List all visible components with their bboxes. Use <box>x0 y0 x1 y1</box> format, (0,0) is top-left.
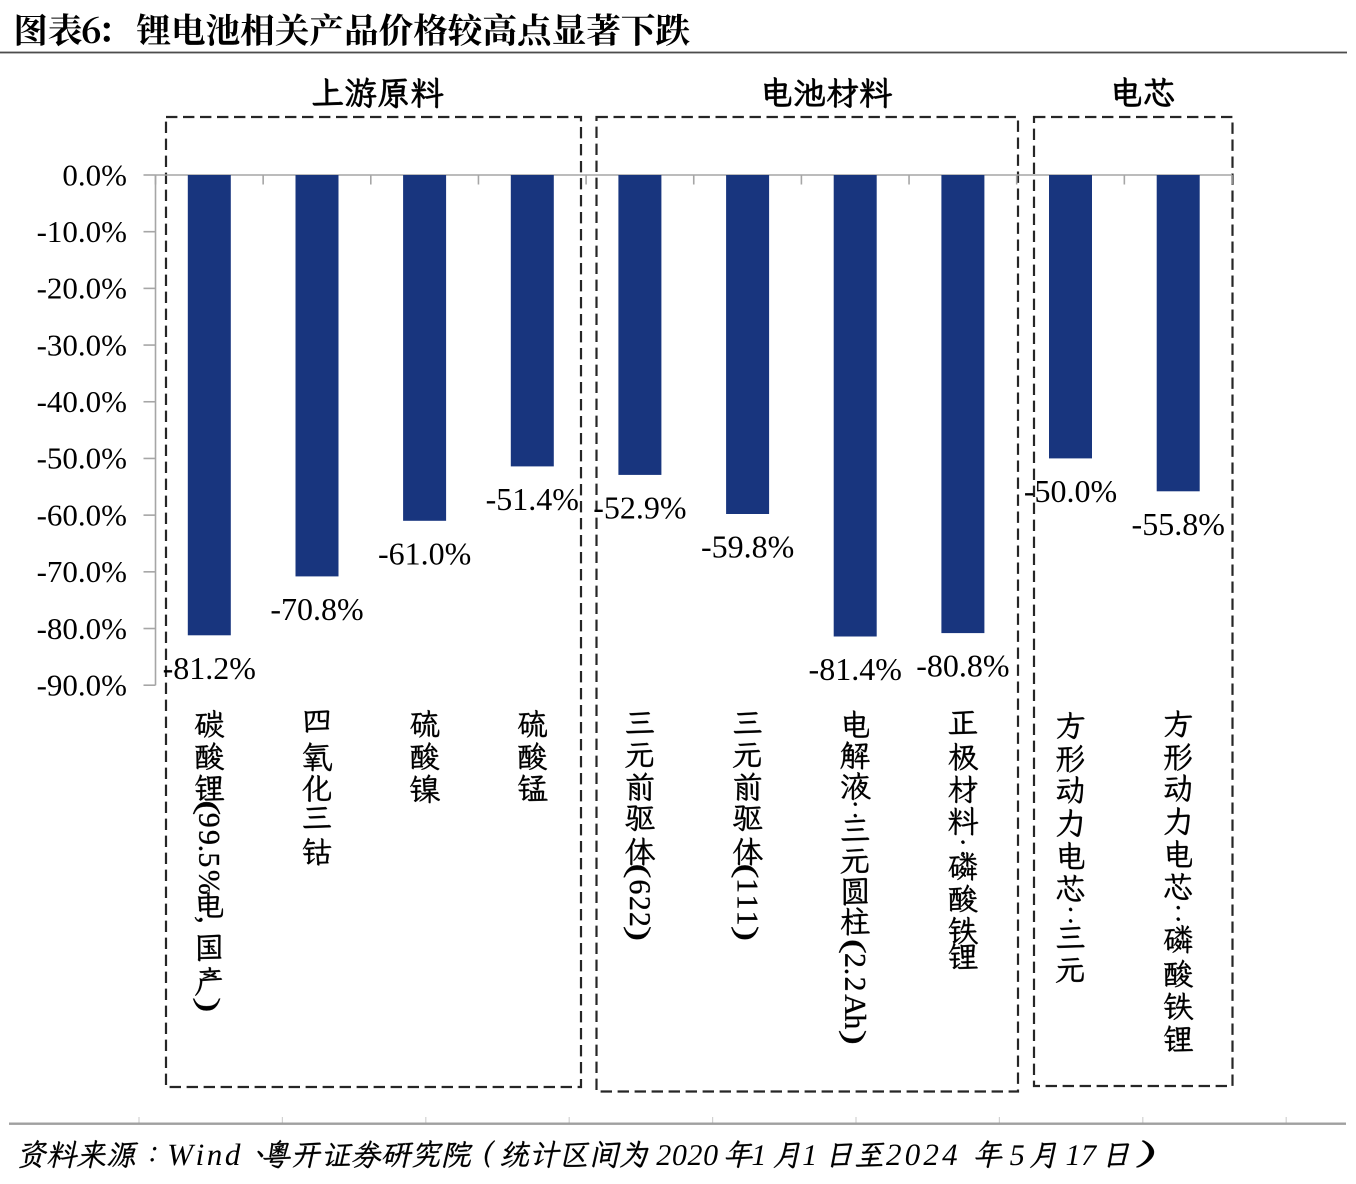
svg-text:-80.8%: -80.8% <box>916 648 1009 684</box>
svg-text:-40.0%: -40.0% <box>37 384 127 419</box>
svg-text:-70.0%: -70.0% <box>37 554 127 589</box>
svg-text:-50.0%: -50.0% <box>1024 473 1117 509</box>
svg-text:-59.8%: -59.8% <box>701 529 794 565</box>
svg-text:-30.0%: -30.0% <box>37 327 127 362</box>
svg-text:-50.0%: -50.0% <box>37 441 127 476</box>
svg-text:-20.0%: -20.0% <box>37 271 127 306</box>
svg-text:-61.0%: -61.0% <box>378 535 471 571</box>
svg-text:-51.4%: -51.4% <box>486 481 579 517</box>
svg-text:-80.0%: -80.0% <box>37 611 127 646</box>
svg-text:-10.0%: -10.0% <box>37 214 127 249</box>
svg-text:0.0%: 0.0% <box>62 157 127 192</box>
svg-text:-70.8%: -70.8% <box>270 591 363 627</box>
svg-text:-81.4%: -81.4% <box>809 651 902 687</box>
svg-text:-81.2%: -81.2% <box>163 650 256 686</box>
svg-text:-90.0%: -90.0% <box>37 668 127 703</box>
svg-text:-52.9%: -52.9% <box>593 489 686 525</box>
svg-text:-60.0%: -60.0% <box>37 497 127 532</box>
svg-text:-55.8%: -55.8% <box>1132 506 1225 542</box>
